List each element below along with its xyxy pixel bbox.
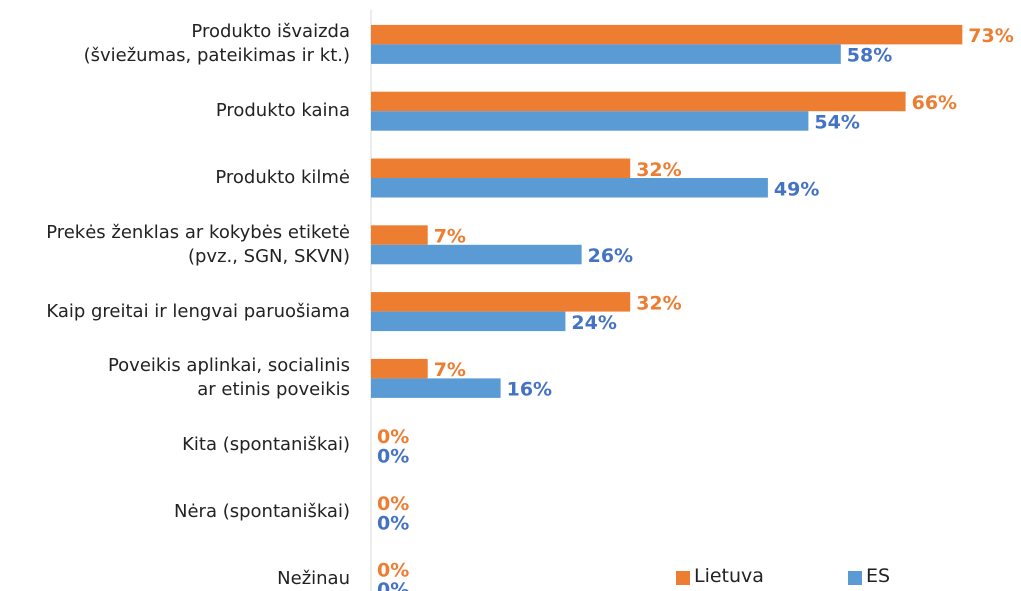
value-label: 73% [968,25,1013,47]
bar [371,225,428,245]
value-label: 58% [847,45,892,67]
value-label: 0% [377,560,409,582]
bar [371,178,768,198]
category-label: Produkto išvaizda (šviežumas, pateikimas… [83,21,350,67]
value-label: 24% [571,312,616,334]
value-label: 16% [507,379,552,401]
value-label: 0% [377,445,409,467]
category-label: Prekės ženklas ar kokybės etiketė (pvz.,… [46,221,350,267]
legend-swatch [848,571,862,585]
legend-swatch [676,571,690,585]
bar [371,44,841,64]
value-label: 49% [774,178,819,200]
bar [371,158,631,178]
value-label: 0% [377,426,409,448]
category-label: Produkto kilmė [215,167,350,188]
bar [371,244,582,265]
bar [371,358,428,379]
value-label: 0% [377,493,409,515]
value-label: 32% [636,159,681,181]
category-label: Nežinau [277,567,350,589]
bar [371,311,566,332]
bar [371,24,963,45]
bar [371,91,906,112]
bar [371,378,501,398]
bar [371,111,809,131]
value-label: 0% [377,512,409,534]
legend-label: ES [866,565,891,587]
value-label: 26% [588,245,633,267]
legend-label: Lietuva [694,565,764,587]
category-label: Kaip greitai ir lengvai paruošiama [46,300,350,322]
category-label: Kita (spontaniškai) [182,434,350,456]
category-label: Poveikis aplinkai, socialinis ar etinis … [107,355,350,401]
value-label: 54% [814,111,859,133]
value-label: 66% [912,92,957,114]
category-label: Nėra (spontaniškai) [174,501,350,522]
value-label: 32% [636,292,681,314]
value-label: 7% [434,359,466,381]
value-label: 7% [434,226,466,248]
value-label: 0% [377,579,409,591]
category-label: Produkto kaina [215,100,350,122]
bar [371,292,631,312]
